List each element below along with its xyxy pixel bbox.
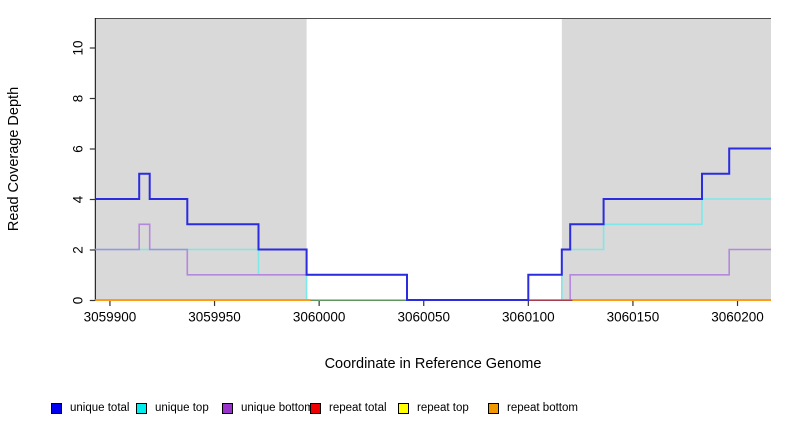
legend-label: repeat bottom <box>507 402 578 414</box>
y-tick-label: 0 <box>70 297 85 305</box>
legend-label: unique total <box>70 402 130 414</box>
repeat-region-shading <box>561 18 771 300</box>
y-tick-label: 2 <box>70 246 85 254</box>
x-tick-label: 3060200 <box>711 310 764 325</box>
legend-item-repeat-bottom: repeat bottom <box>488 399 578 417</box>
x-tick-label: 3060050 <box>397 310 450 325</box>
legend-label: repeat total <box>329 402 387 414</box>
repeat-region-shading <box>95 18 307 300</box>
x-tick-label: 3060150 <box>607 310 660 325</box>
legend-item-unique-top: unique top <box>136 399 209 417</box>
series-line-unique-bottom <box>569 248 771 300</box>
legend-swatch-icon <box>310 402 321 414</box>
series-line-unique-total <box>95 147 771 301</box>
x-axis-title: Coordinate in Reference Genome <box>324 356 542 372</box>
legend-swatch-icon <box>398 402 409 414</box>
legend: unique total unique top unique bottom repea… <box>0 399 792 421</box>
x-tick-label: 3060000 <box>293 310 346 325</box>
legend-swatch-icon <box>488 402 499 414</box>
x-tick-label: 3059950 <box>188 310 241 325</box>
y-tick-label: 8 <box>70 95 85 103</box>
y-axis-title: Read Coverage Depth <box>6 86 22 232</box>
legend-swatch-icon <box>222 402 233 414</box>
legend-item-unique-total: unique total <box>51 399 129 417</box>
legend-item-unique-bottom: unique bottom <box>222 399 314 417</box>
y-tick-label: 10 <box>70 40 85 55</box>
legend-label: unique top <box>155 402 209 414</box>
legend-swatch-icon <box>136 402 147 414</box>
legend-item-repeat-top: repeat top <box>398 399 469 417</box>
x-tick-label: 3059900 <box>84 310 137 325</box>
coverage-plot-canvas: 3059900 3059950 3060000 3060050 3060100 30601… <box>70 18 771 325</box>
legend-item-repeat-total: repeat total <box>310 399 387 417</box>
y-tick-label: 6 <box>70 145 85 153</box>
legend-swatch-icon <box>51 402 62 414</box>
x-tick-label: 3060100 <box>502 310 555 325</box>
legend-label: repeat top <box>417 402 469 414</box>
y-tick-label: 4 <box>70 195 85 203</box>
legend-label: unique bottom <box>241 402 314 414</box>
